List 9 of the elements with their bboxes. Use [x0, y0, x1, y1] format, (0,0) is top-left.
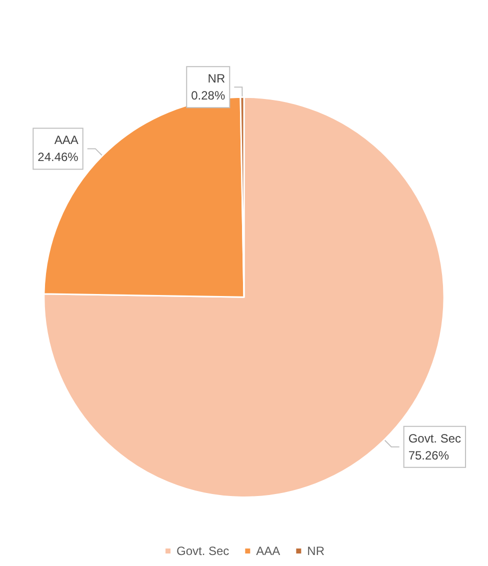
legend-label: Govt. Sec — [176, 544, 230, 558]
legend-label: NR — [307, 544, 325, 558]
slice-label: NR — [208, 72, 226, 86]
data-label: 0.28% — [191, 88, 226, 103]
data-label: 24.46% — [38, 150, 79, 164]
slice-label: Govt. Sec — [408, 431, 462, 446]
data-label: 75.26% — [408, 448, 450, 462]
legend-label: AAA — [256, 544, 280, 558]
slice-label: AAA — [54, 133, 78, 148]
